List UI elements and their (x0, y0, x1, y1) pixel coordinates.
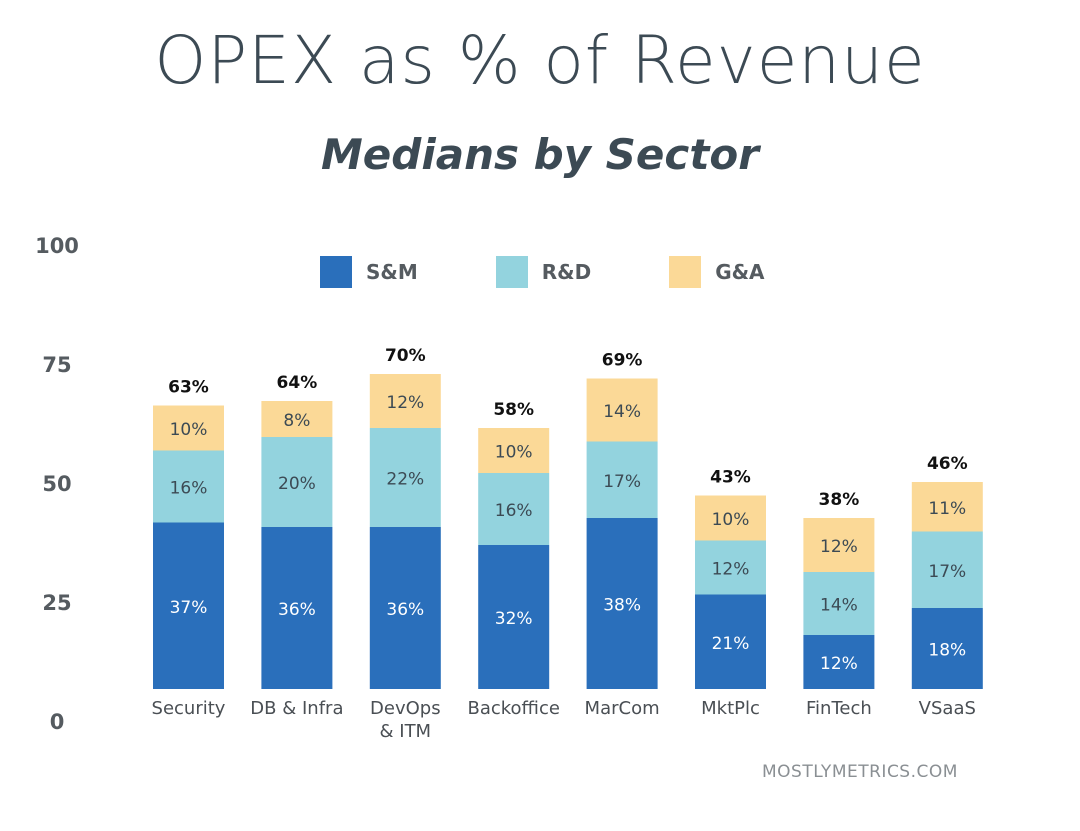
bar-segment-ga (803, 518, 875, 572)
data-label-rd: 16% (170, 479, 208, 499)
legend-item-ga: G&A (669, 256, 765, 288)
bar-segment-ga (153, 405, 224, 451)
data-label-ga: 12% (820, 537, 858, 557)
data-label-ga: 10% (170, 420, 208, 440)
data-label-ga: 11% (928, 499, 966, 519)
bar-segment-ga (695, 495, 766, 541)
legend-item-rd: R&D (495, 256, 592, 288)
total-label: 69% (602, 351, 643, 371)
total-label: 64% (277, 373, 318, 393)
x-tick-label: Security (152, 698, 226, 719)
data-label-sm: 18% (928, 641, 966, 661)
data-label-ga: 14% (603, 402, 641, 422)
x-tick-label: MarCom (585, 698, 660, 719)
total-label: 58% (493, 400, 534, 420)
x-tick-label: & ITM (380, 721, 432, 742)
bar-segment-rd (911, 531, 983, 608)
total-label: 70% (385, 346, 426, 366)
legend-swatch-sm (320, 256, 352, 288)
bar-segment-rd (803, 572, 875, 635)
bar-segment-rd (695, 540, 766, 595)
data-label-ga: 8% (283, 411, 310, 431)
chart-subtitle: Medians by Sector (321, 130, 759, 179)
y-tick-label-25: 25 (42, 591, 72, 615)
data-label-rd: 16% (495, 501, 533, 521)
data-label-sm: 12% (820, 654, 858, 674)
bar-segment-rd (369, 428, 441, 527)
x-tick-label: Backoffice (467, 698, 559, 719)
bar-segment-sm (153, 522, 224, 689)
total-label: 63% (168, 378, 209, 398)
bar-segment-rd (153, 450, 224, 523)
legend-label-rd: R&D (541, 260, 592, 284)
bar-segment-ga (261, 401, 333, 437)
data-label-sm: 36% (278, 600, 316, 620)
legend-item-sm: S&M (320, 256, 418, 288)
data-label-rd: 14% (820, 596, 858, 616)
data-label-rd: 17% (603, 472, 641, 492)
data-label-sm: 36% (386, 600, 424, 620)
footer-source: MOSTLYMETRICS.COM (762, 762, 958, 782)
bar-segment-ga (478, 428, 550, 473)
legend-swatch-rd (495, 256, 528, 288)
legend: S&M R&D G&A (320, 256, 843, 288)
total-label: 43% (710, 468, 751, 488)
bar-segment-sm (695, 594, 766, 689)
data-label-sm: 37% (170, 598, 208, 618)
bar-segment-sm (369, 527, 441, 689)
bar-segment-rd (586, 441, 658, 518)
x-tick-label: FinTech (806, 698, 872, 719)
bar-segment-sm (911, 608, 983, 689)
bar-segment-sm (803, 635, 875, 689)
data-label-sm: 21% (712, 634, 750, 654)
data-label-rd: 12% (712, 560, 750, 580)
data-label-ga: 10% (712, 510, 750, 530)
total-label: 38% (819, 490, 860, 510)
legend-swatch-ga (669, 256, 702, 288)
x-tick-label: DevOps (370, 698, 441, 719)
data-label-rd: 17% (928, 562, 966, 582)
y-tick-label-75: 75 (42, 353, 72, 377)
bar-segment-sm (261, 527, 333, 689)
bar-segment-rd (478, 473, 550, 545)
data-label-ga: 12% (386, 393, 424, 413)
y-tick-label-50: 50 (42, 472, 72, 496)
bar-segment-rd (261, 437, 333, 527)
bar-segment-sm (478, 545, 550, 689)
y-tick-label-0: 0 (49, 710, 65, 734)
x-tick-label: DB & Infra (250, 698, 343, 719)
bar-segment-ga (911, 482, 983, 532)
total-label: 46% (927, 454, 968, 474)
data-label-sm: 38% (603, 596, 641, 616)
chart-title: OPEX as % of Revenue (154, 22, 926, 99)
data-label-sm: 32% (495, 609, 533, 629)
data-label-rd: 20% (278, 474, 316, 494)
bar-segment-ga (369, 374, 441, 428)
x-tick-label: MktPlc (701, 698, 760, 719)
bar-segment-sm (586, 518, 658, 689)
legend-label-sm: S&M (366, 260, 418, 284)
y-tick-label-100: 100 (35, 234, 79, 258)
data-label-ga: 10% (495, 443, 533, 463)
legend-label-ga: G&A (715, 260, 765, 284)
bar-segment-ga (586, 378, 658, 442)
x-tick-label: VSaaS (919, 698, 976, 719)
data-label-rd: 22% (386, 470, 424, 490)
